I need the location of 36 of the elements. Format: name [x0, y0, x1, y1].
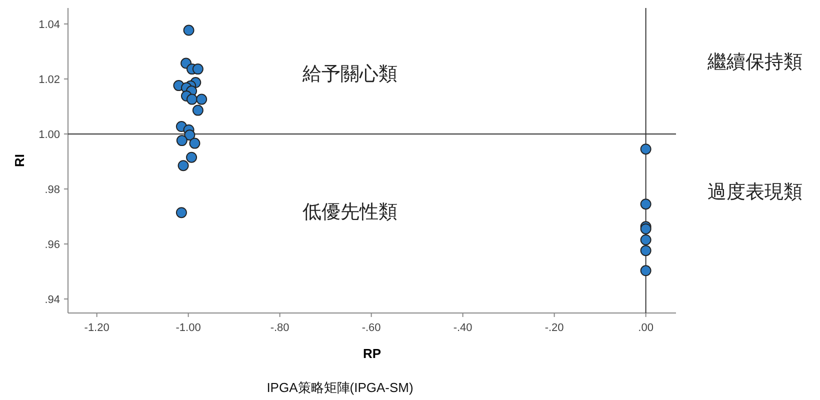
x-axis-title: RP [362, 346, 382, 361]
point [176, 135, 188, 146]
x-tick-label: .00 [638, 322, 654, 334]
point [640, 265, 652, 276]
point [183, 24, 194, 36]
x-tick-label: -.40 [453, 322, 472, 334]
x-tick-label: -.60 [362, 322, 381, 334]
y-tick-label: 1.02 [38, 74, 60, 86]
annotation: 給予關心類 [302, 63, 398, 85]
point [189, 138, 200, 149]
point [178, 160, 189, 172]
point [196, 94, 208, 105]
point [640, 245, 652, 256]
point [640, 234, 652, 246]
y-tick-label: .96 [44, 238, 60, 251]
y-tick-label: 1.04 [38, 18, 60, 31]
point [192, 64, 204, 75]
point [640, 144, 652, 155]
text: IPGA策略矩陣(IPGA-SM) [266, 380, 414, 395]
point [186, 152, 198, 163]
x-tick-label: -.80 [270, 322, 290, 334]
point [640, 198, 652, 210]
point [184, 130, 196, 141]
y-tick-label: .94 [44, 294, 60, 306]
point [192, 104, 204, 116]
text: 過度表現類 [708, 181, 802, 203]
y-tick-label: 1.00 [38, 128, 60, 141]
x-tick-label: -1.20 [84, 322, 110, 334]
x-tick-label: -.20 [544, 322, 564, 334]
annotation: 低優先性類 [302, 202, 398, 223]
y-axis-title: RI [12, 154, 27, 167]
point [186, 94, 198, 105]
y-tick-label: .98 [44, 184, 60, 196]
x-tick-label: -1.00 [176, 322, 201, 334]
text: 繼續保持類 [706, 52, 802, 73]
point [176, 207, 187, 218]
